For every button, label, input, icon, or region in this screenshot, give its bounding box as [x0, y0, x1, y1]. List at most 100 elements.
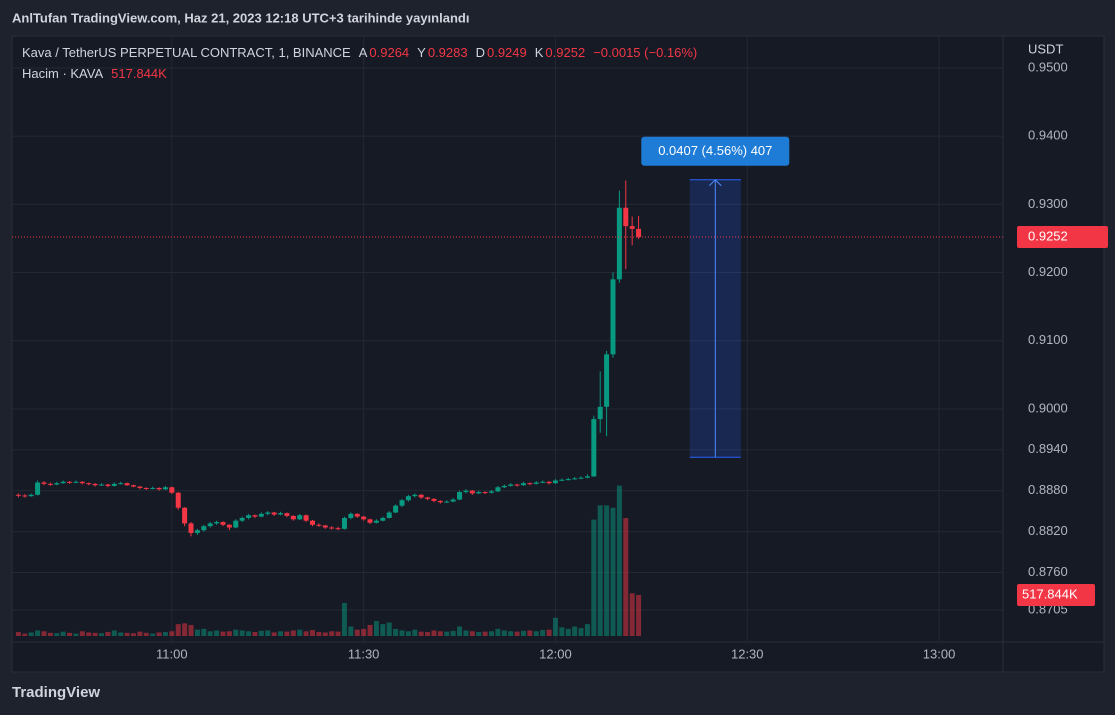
candle-body: [86, 483, 92, 485]
candle-body: [533, 482, 539, 484]
y-tick-label: 0.9400: [1028, 128, 1068, 143]
candle-body: [118, 483, 124, 485]
y-tick-label: 0.9200: [1028, 264, 1068, 279]
candle-body: [271, 512, 277, 515]
candle-body: [111, 483, 117, 486]
ohlc-value: 0.9252: [545, 45, 585, 60]
candle-body: [143, 487, 149, 489]
candle-body: [508, 484, 514, 486]
volume-bar: [380, 624, 386, 636]
candle-body: [476, 492, 482, 494]
volume-bar: [361, 628, 367, 636]
candle-body: [373, 520, 379, 523]
candle-body: [137, 486, 143, 488]
volume-title: Hacim · KAVA: [22, 66, 103, 81]
candle-body: [552, 480, 558, 484]
candle-body: [207, 523, 213, 527]
y-tick-label: 0.9000: [1028, 400, 1068, 415]
volume-bar: [559, 627, 565, 636]
volume-bar: [207, 631, 213, 636]
volume-bar: [233, 629, 239, 636]
volume-bar: [629, 593, 635, 636]
volume-bar: [367, 624, 373, 636]
candle-body: [354, 513, 360, 517]
volume-bar: [514, 631, 520, 636]
candle-body: [194, 530, 200, 533]
y-tick-label: 0.8820: [1028, 523, 1068, 538]
volume-bar: [182, 623, 188, 636]
ohlc-value: 0.9264: [369, 45, 409, 60]
volume-bar: [92, 632, 98, 636]
candle-body: [316, 524, 322, 526]
volume-bar: [278, 631, 284, 636]
volume-bar: [309, 630, 315, 636]
legend: Kava / TetherUS PERPETUAL CONTRACT, 1, B…: [22, 45, 697, 60]
volume-bar: [246, 631, 252, 636]
candle-body: [233, 520, 239, 528]
volume-bar: [489, 631, 495, 636]
candle-body: [514, 484, 520, 486]
candle-body: [489, 491, 495, 493]
volume-bar: [297, 629, 303, 636]
volume-bar: [508, 631, 514, 636]
volume-bar: [341, 602, 347, 636]
candle-body: [367, 519, 373, 523]
candle-body: [220, 522, 226, 525]
volume-bar: [437, 631, 443, 636]
volume-bar: [329, 631, 335, 636]
candle-body: [572, 478, 578, 480]
candle-body: [201, 526, 207, 531]
volume-bar: [303, 631, 309, 636]
volume-bar: [495, 628, 501, 636]
candle-body: [252, 515, 258, 517]
candle-body: [290, 515, 296, 520]
candle-body: [393, 505, 399, 513]
volume-bar: [175, 624, 181, 636]
chart-frame: [11, 35, 1105, 673]
volume-bar: [239, 630, 245, 636]
volume-bar: [105, 632, 111, 636]
symbol-title: Kava / TetherUS PERPETUAL CONTRACT, 1, B…: [22, 45, 351, 60]
ohlc-value: 0.9283: [428, 45, 468, 60]
candle-body: [636, 228, 642, 238]
volume-bar: [290, 630, 296, 636]
candle-body: [54, 483, 60, 485]
volume-bar: [214, 630, 220, 636]
candle-body: [79, 481, 85, 484]
volume-bar: [520, 630, 526, 636]
volume-bar: [35, 630, 41, 636]
candle-body: [67, 481, 73, 483]
volume-bar: [258, 630, 264, 636]
candle-body: [214, 522, 220, 524]
volume-bar: [482, 631, 488, 636]
candle-body: [28, 494, 34, 497]
candle-body: [297, 515, 303, 520]
measure-arrow-head: [708, 179, 722, 187]
ohlc-label: Y: [417, 45, 426, 60]
candle-body: [284, 513, 290, 516]
candle-body: [604, 354, 610, 407]
volume-bar: [271, 632, 277, 636]
volume-bar: [418, 631, 424, 636]
candle-body: [565, 479, 571, 481]
candle-body: [623, 207, 629, 227]
candle-body: [169, 487, 175, 493]
candle-body: [540, 481, 546, 483]
volume-bar: [572, 626, 578, 636]
volume-bar: [284, 631, 290, 636]
candle-body: [501, 485, 507, 488]
y-tick-label: 0.9300: [1028, 196, 1068, 211]
candle-body: [578, 477, 584, 479]
candle-body: [386, 512, 392, 518]
volume-bar: [252, 632, 258, 636]
candle-body: [47, 483, 53, 485]
volume-bar: [28, 632, 34, 636]
volume-bar: [373, 620, 379, 636]
y-tick-label: 0.8940: [1028, 441, 1068, 456]
volume-bar: [457, 626, 463, 636]
y-tick-label: 0.9100: [1028, 332, 1068, 347]
volume-bar: [22, 633, 28, 636]
candle-body: [41, 482, 47, 484]
ohlc-label: D: [476, 45, 485, 60]
